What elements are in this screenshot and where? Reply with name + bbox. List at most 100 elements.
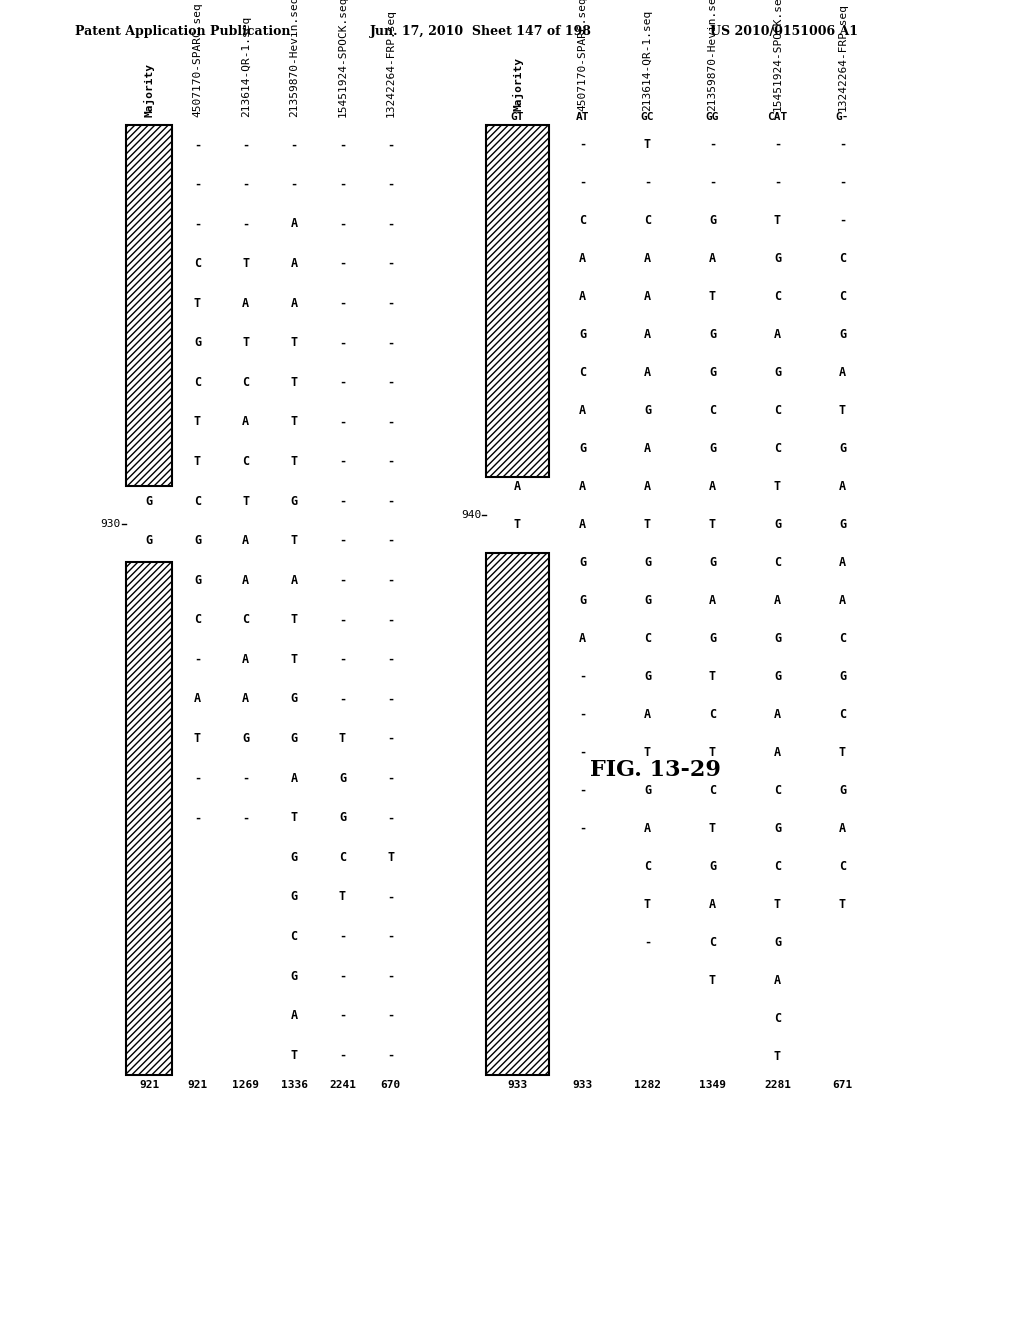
Text: A: A [514, 479, 521, 492]
Text: G: G [291, 495, 298, 508]
Text: C: C [291, 931, 298, 942]
Text: -: - [387, 772, 394, 784]
Text: A: A [774, 746, 781, 759]
Text: A: A [774, 708, 781, 721]
Text: -: - [387, 455, 394, 469]
Text: -: - [339, 535, 346, 546]
Text: -: - [387, 931, 394, 942]
Text: G: G [709, 366, 716, 379]
Text: A: A [839, 479, 846, 492]
Text: A: A [839, 556, 846, 569]
Text: G: G [514, 441, 521, 454]
Text: -: - [145, 733, 153, 744]
Text: C: C [774, 859, 781, 873]
Text: -: - [579, 137, 586, 150]
Text: T: T [644, 137, 651, 150]
Text: G: G [291, 693, 298, 705]
Text: A: A [644, 327, 651, 341]
Text: -: - [387, 1048, 394, 1061]
Text: G: G [194, 574, 201, 586]
Text: T: T [243, 257, 250, 271]
Text: -: - [514, 708, 521, 721]
Text: A: A [243, 693, 250, 705]
Text: -: - [339, 218, 346, 231]
Text: C: C [774, 404, 781, 417]
Text: -: - [339, 970, 346, 982]
Text: T: T [774, 214, 781, 227]
Text: US 2010/0151006 A1: US 2010/0151006 A1 [710, 25, 858, 38]
Text: G: G [839, 517, 846, 531]
Text: A: A [774, 974, 781, 986]
Text: G: G [774, 366, 781, 379]
Text: -: - [387, 812, 394, 824]
Text: T: T [709, 517, 716, 531]
Text: C: C [145, 574, 153, 586]
Text: C: C [709, 784, 716, 796]
Text: T: T [709, 289, 716, 302]
Text: A: A [194, 693, 201, 705]
Text: C: C [579, 214, 586, 227]
Text: -: - [387, 733, 394, 744]
Text: -: - [514, 821, 521, 834]
Text: T: T [839, 746, 846, 759]
Text: A: A [709, 252, 716, 264]
Text: T: T [709, 746, 716, 759]
Text: Majority: Majority [512, 57, 523, 111]
Text: -: - [387, 653, 394, 665]
Text: T: T [291, 376, 298, 389]
Text: T: T [243, 495, 250, 508]
Text: C: C [644, 631, 651, 644]
Text: -: - [243, 218, 250, 231]
Text: -: - [243, 772, 250, 784]
Text: A: A [243, 574, 250, 586]
Text: G: G [839, 784, 846, 796]
Text: T: T [839, 404, 846, 417]
Text: A: A [291, 1008, 298, 1022]
Text: G-: G- [836, 112, 849, 121]
Text: -: - [514, 176, 521, 189]
Text: A: A [514, 252, 521, 264]
Text: 930: 930 [100, 519, 121, 529]
Text: G: G [644, 556, 651, 569]
Text: -: - [339, 139, 346, 152]
Text: A: A [579, 252, 586, 264]
Text: G: G [644, 669, 651, 682]
Text: FIG. 13-29: FIG. 13-29 [590, 759, 721, 781]
Text: T: T [514, 669, 521, 682]
Text: -: - [194, 812, 201, 824]
Text: C: C [339, 851, 346, 863]
Text: C: C [774, 784, 781, 796]
Text: -: - [579, 669, 586, 682]
Text: A: A [243, 653, 250, 665]
Text: 1: 1 [514, 137, 521, 150]
Text: T: T [709, 669, 716, 682]
Text: C: C [839, 859, 846, 873]
Text: C: C [709, 936, 716, 949]
Text: G: G [709, 327, 716, 341]
Text: 13242264-FRP.seq: 13242264-FRP.seq [386, 9, 396, 117]
Text: -: - [339, 455, 346, 469]
Text: 1349: 1349 [699, 1080, 726, 1090]
Text: 213614-QR-1.seq: 213614-QR-1.seq [241, 16, 251, 117]
Text: G: G [709, 214, 716, 227]
Text: T: T [774, 479, 781, 492]
Text: T: T [774, 1049, 781, 1063]
Text: G: G [774, 936, 781, 949]
Text: AT: AT [575, 112, 589, 121]
Text: 21359870-Hevin.seq: 21359870-Hevin.seq [708, 0, 718, 111]
Text: A: A [774, 327, 781, 341]
Text: -: - [579, 176, 586, 189]
Text: 213614-QR-1.seq: 213614-QR-1.seq [642, 9, 652, 111]
Text: C: C [774, 289, 781, 302]
Text: Jun. 17, 2010  Sheet 147 of 198: Jun. 17, 2010 Sheet 147 of 198 [370, 25, 592, 38]
Text: 1282: 1282 [634, 1080, 662, 1090]
Text: T: T [194, 455, 201, 469]
Text: -: - [387, 614, 394, 626]
Text: C: C [514, 631, 521, 644]
Text: 921: 921 [139, 1080, 160, 1090]
Text: -: - [387, 257, 394, 271]
Text: A: A [291, 218, 298, 231]
Text: A: A [243, 416, 250, 429]
Text: G: G [339, 772, 346, 784]
Text: -: - [839, 176, 846, 189]
